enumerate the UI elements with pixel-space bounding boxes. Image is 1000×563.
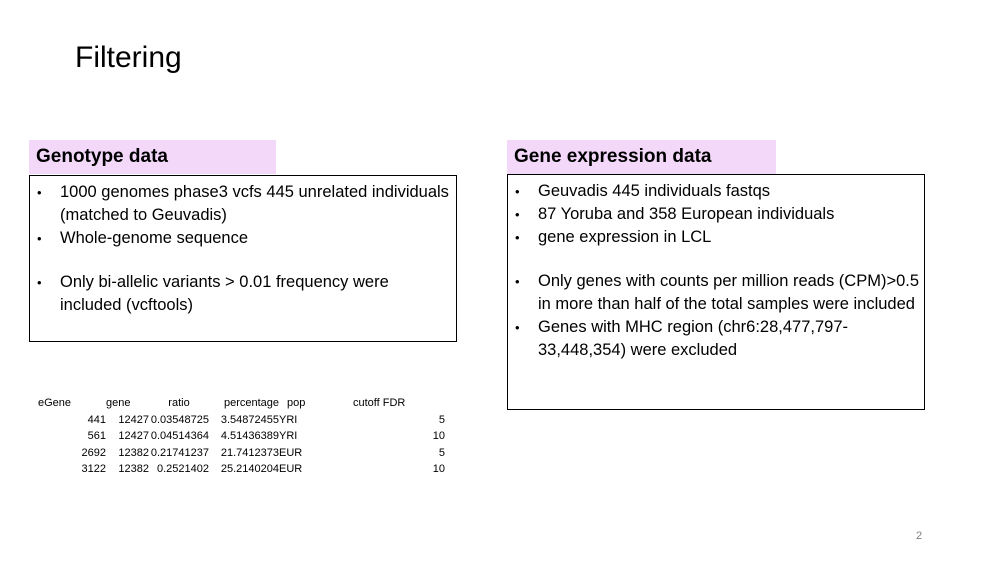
expression-bullet: • Geuvadis 445 individuals fastqs <box>508 180 920 203</box>
genotype-bullet: • 1000 genomes phase3 vcfs 445 unrelated … <box>37 183 449 224</box>
column-header: cutoff FDR <box>353 397 406 409</box>
expression-bullet: • 87 Yoruba and 358 European individuals <box>508 203 920 226</box>
expression-bullet: • gene expression in LCL <box>508 226 920 249</box>
page-number: 2 <box>916 530 923 542</box>
expression-bullet-list: • Geuvadis 445 individuals fastqs • 87 Yor… <box>508 175 924 362</box>
table-cell: 2692 <box>81 446 106 459</box>
table-cell: YRI <box>279 430 298 442</box>
table-cell: EUR <box>279 463 303 475</box>
table-cell: 3.54872455 <box>220 413 279 426</box>
table-cell: 4.51436389 <box>220 430 279 442</box>
table-cell: 0.21741237 <box>150 446 209 459</box>
genotype-bullet: • Only bi-allelic variants > 0.01 frequen… <box>37 273 389 314</box>
expression-box: • Geuvadis 445 individuals fastqs • 87 Yor… <box>507 174 925 410</box>
table-cell: 12382 <box>118 446 149 459</box>
table-cell: EUR <box>279 446 303 459</box>
table-row: 441 12427 0.03548725 3.54872455 YRI 5 <box>38 412 445 429</box>
table-cell: 10 <box>432 430 445 442</box>
expression-bullet: • Only genes with counts per million read… <box>515 272 920 313</box>
column-header: gene <box>106 397 131 409</box>
column-header: pop <box>287 397 306 409</box>
genotype-bullet: • Whole-genome sequence <box>30 227 452 250</box>
bullet-dot: • <box>515 274 520 289</box>
genotype-box: • 1000 genomes phase3 vcfs 445 unrelated … <box>29 175 457 342</box>
egene-table: eGene gene ratio percentage pop cutoff F… <box>38 395 445 478</box>
table-cell: 21.7412373 <box>220 446 279 459</box>
genotype-bullet-list: • 1000 genomes phase3 vcfs 445 unrelated … <box>30 176 456 317</box>
expression-header: Gene expression data <box>507 140 776 174</box>
table-cell: YRI <box>279 413 298 426</box>
bullet-dot: • <box>515 230 520 245</box>
table-cell: 441 <box>87 413 106 426</box>
column-header: percentage <box>223 397 279 409</box>
table-cell: 0.2521402 <box>157 463 209 475</box>
column-header: ratio <box>168 397 190 409</box>
table-cell: 0.03548725 <box>150 413 209 426</box>
table-cell: 0.04514364 <box>150 430 209 442</box>
table-cell: 5 <box>438 413 445 426</box>
table-cell: 561 <box>87 430 106 442</box>
table-cell: 5 <box>438 446 445 459</box>
table-row: 2692 12382 0.21741237 21.7412373 EUR 5 <box>38 445 445 462</box>
bullet-dot: • <box>37 231 42 246</box>
table-cell: 12427 <box>118 430 149 442</box>
bullet-dot: • <box>515 207 520 222</box>
bullet-dot: • <box>37 275 42 290</box>
table-row: 561 12427 0.04514364 4.51436389 YRI 10 <box>38 428 445 445</box>
column-header: eGene <box>38 397 72 409</box>
bullet-dot: • <box>37 185 42 200</box>
expression-bullet: • Genes with MHC region (chr6:28,477,797-… <box>515 318 848 359</box>
slide-title: Filtering <box>75 41 182 74</box>
table-cell: 12427 <box>118 413 149 426</box>
bullet-dot: • <box>515 184 520 199</box>
genotype-header: Genotype data <box>29 140 276 174</box>
table-cell: 12382 <box>118 463 149 475</box>
table-cell: 25.2140204 <box>220 463 279 475</box>
table-cell: 3122 <box>81 463 106 475</box>
table-cell: 10 <box>432 463 445 475</box>
table-row: 3122 12382 0.2521402 25.2140204 EUR 10 <box>38 461 445 478</box>
table-header-row: eGene gene ratio percentage pop cutoff F… <box>38 395 445 412</box>
bullet-dot: • <box>515 320 520 335</box>
